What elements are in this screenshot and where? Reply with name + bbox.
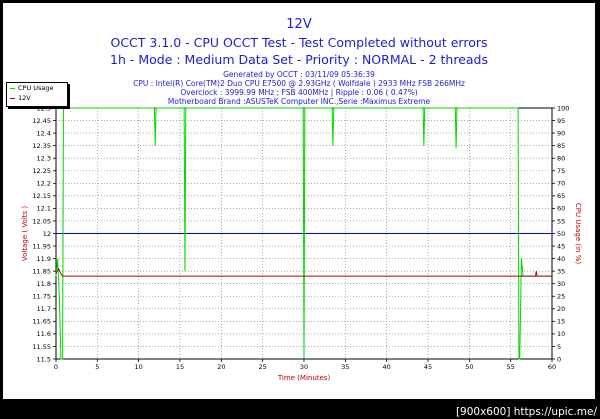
y-left-tick-label: 11.95 xyxy=(32,242,51,250)
y-right-tick-label: 70 xyxy=(557,180,565,188)
x-tick-label: 60 xyxy=(548,363,556,371)
y-right-tick-label: 40 xyxy=(557,255,565,263)
y-left-tick-label: 11.75 xyxy=(32,293,51,301)
y-right-tick-label: 85 xyxy=(557,142,565,150)
x-tick-label: 35 xyxy=(341,363,349,371)
y-right-tick-label: 10 xyxy=(557,330,565,338)
y-right-tick-label: 60 xyxy=(557,205,565,213)
y-left-tick-label: 12.1 xyxy=(37,205,51,213)
legend: CPU Usage 12V xyxy=(6,82,68,107)
x-tick-label: 45 xyxy=(424,363,432,371)
y-right-tick-label: 45 xyxy=(557,242,565,250)
y-axis-label-right: CPU Usage (in %) xyxy=(574,203,582,264)
chart-subtitle-mode: 1h - Mode : Medium Data Set - Priority :… xyxy=(110,52,488,67)
y-left-tick-label: 12.45 xyxy=(32,117,51,125)
y-right-tick-label: 30 xyxy=(557,280,565,288)
y-left-tick-label: 11.9 xyxy=(37,255,51,263)
y-left-tick-label: 11.8 xyxy=(37,280,51,288)
chart-svg: 0 5 10 15 20 25 30 35 40 45 50 55 6011.511.5511.611.… xyxy=(21,104,582,382)
y-axis-label-left: Voltage ( Volts ) xyxy=(21,206,29,262)
y-right-tick-label: 80 xyxy=(557,155,565,163)
series-layer xyxy=(55,107,552,360)
y-left-tick-label: 11.65 xyxy=(32,318,51,326)
y-left-tick-label: 12.5 xyxy=(37,104,51,112)
chart-frame: 12V OCCT 3.1.0 - CPU OCCT Test - Test Co… xyxy=(3,3,595,399)
x-tick-label: 0 xyxy=(54,363,58,371)
y-right-tick-label: 20 xyxy=(557,305,565,313)
y-right-tick-label: 15 xyxy=(557,318,565,326)
legend-swatch-12v xyxy=(10,98,15,99)
y-right-tick-label: 35 xyxy=(557,267,565,275)
legend-label-cpu-usage: CPU Usage xyxy=(18,84,54,92)
y-left-tick-label: 11.55 xyxy=(32,343,51,351)
y-left-tick-label: 12.2 xyxy=(37,180,51,188)
y-left-tick-label: 12.05 xyxy=(32,217,51,225)
chart-title: 12V xyxy=(286,17,312,32)
y-left-tick-label: 12.15 xyxy=(32,192,51,200)
x-tick-label: 40 xyxy=(383,363,391,371)
y-right-tick-label: 55 xyxy=(557,217,565,225)
y-right-tick-label: 95 xyxy=(557,117,565,125)
info-overclock: Overclock : 3999.99 MHz ; FSB 400MHz | R… xyxy=(180,88,418,97)
y-left-tick-label: 11.7 xyxy=(37,305,51,313)
x-tick-label: 10 xyxy=(135,363,143,371)
legend-label-12v: 12V xyxy=(18,94,31,102)
legend-item-12v: 12V xyxy=(7,93,67,103)
y-right-tick-label: 75 xyxy=(557,167,565,175)
x-tick-label: 15 xyxy=(176,363,184,371)
series-line-cpu-usage xyxy=(55,107,552,360)
y-right-tick-label: 65 xyxy=(557,192,565,200)
x-tick-label: 50 xyxy=(465,363,473,371)
info-cpu: CPU : Intel(R) Core(TM)2 Duo CPU E7500 @… xyxy=(133,79,465,88)
y-left-tick-label: 12.25 xyxy=(32,167,51,175)
info-generated: Generated by OCCT : 03/11/09 05:36:39 xyxy=(223,70,375,79)
x-tick-label: 30 xyxy=(300,363,308,371)
x-tick-label: 5 xyxy=(95,363,99,371)
x-tick-label: 25 xyxy=(259,363,267,371)
y-left-tick-label: 11.5 xyxy=(37,355,51,363)
ticks: 0 5 10 15 20 25 30 35 40 45 50 55 6011.511.5511.611.… xyxy=(32,104,569,371)
y-left-tick-label: 11.85 xyxy=(32,267,51,275)
y-right-tick-label: 5 xyxy=(557,343,561,351)
watermark: [900x600] https://upic.me/ xyxy=(455,406,597,418)
y-left-tick-label: 12.35 xyxy=(32,142,51,150)
y-left-tick-label: 11.6 xyxy=(37,330,51,338)
x-axis-label: Time (Minutes) xyxy=(277,374,331,382)
y-right-tick-label: 0 xyxy=(557,355,561,363)
y-left-tick-label: 12 xyxy=(43,230,51,238)
x-tick-label: 55 xyxy=(507,363,515,371)
y-left-tick-label: 12.4 xyxy=(37,129,51,137)
x-tick-label: 20 xyxy=(217,363,225,371)
legend-swatch-cpu-usage xyxy=(10,88,15,89)
y-left-tick-label: 12.3 xyxy=(37,155,51,163)
y-right-tick-label: 90 xyxy=(557,129,565,137)
y-right-tick-label: 50 xyxy=(557,230,565,238)
series-line-12v xyxy=(55,267,552,277)
legend-item-cpu-usage: CPU Usage xyxy=(7,83,67,93)
y-right-tick-label: 25 xyxy=(557,293,565,301)
y-right-tick-label: 100 xyxy=(557,104,569,112)
chart-subtitle-test: OCCT 3.1.0 - CPU OCCT Test - Test Comple… xyxy=(110,35,488,50)
info-motherboard: Motherboard Brand :ASUSTeK Computer INC.… xyxy=(167,97,431,106)
